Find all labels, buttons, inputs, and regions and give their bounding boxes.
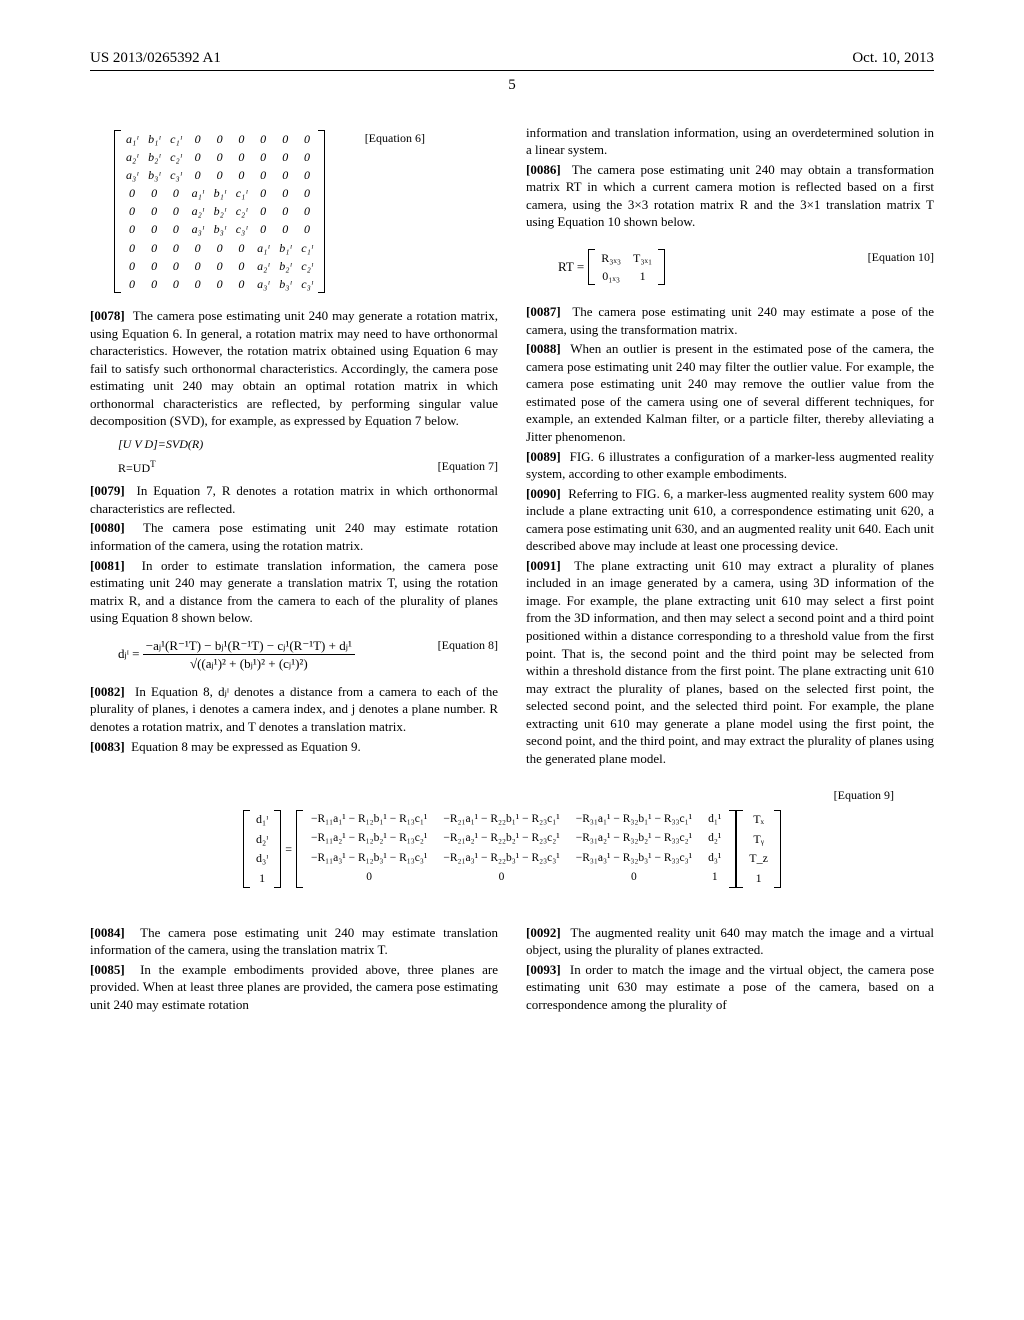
equation-8: dⱼᶦ = −aⱼ¹(R⁻¹T) − bⱼ¹(R⁻¹T) − cⱼ¹(R⁻¹T)… [118, 637, 498, 673]
paragraph-91: [0091] The plane extracting unit 610 may… [526, 557, 934, 768]
patent-page: US 2013/0265392 A1 Oct. 10, 2013 5 a₁ᶦb₁… [0, 0, 1024, 1320]
paragraph-87: [0087] The camera pose estimating unit 2… [526, 303, 934, 338]
equation-9: [Equation 9] d₁ᶦd₂ᶦd₃ᶦ1 = −R₁₁a₁¹ − R₁₂b… [130, 787, 894, 887]
paragraph-79: [0079] In Equation 7, R denotes a rotati… [90, 482, 498, 517]
paragraph-90: [0090] Referring to FIG. 6, a marker-les… [526, 485, 934, 555]
header: US 2013/0265392 A1 Oct. 10, 2013 [90, 48, 934, 71]
para-num: [0078] [90, 308, 125, 323]
paragraph-93: [0093] In order to match the image and t… [526, 961, 934, 1014]
equation-svd: [U V D]=SVD(R) [118, 436, 498, 452]
equation-10-label: [Equation 10] [868, 249, 934, 285]
bottom-left-column: [0084] The camera pose estimating unit 2… [90, 924, 498, 1016]
paragraph-80: [0080] The camera pose estimating unit 2… [90, 519, 498, 554]
paragraph-82: [0082] In Equation 8, dⱼᶦ denotes a dist… [90, 683, 498, 736]
equation-10: RT = R₃ₓ₃T₃ₓ₁ 0₁ₓ₃1 [Equation 10] [554, 249, 934, 285]
paragraph-78: [0078] The camera pose estimating unit 2… [90, 307, 498, 430]
continuation-text: information and translation information,… [526, 124, 934, 159]
two-column-layout: a₁ᶦb₁ᶦc₁ᶦ000000a₂ᶦb₂ᶦc₂ᶦ000000a₃ᶦb₃ᶦc₃ᶦ0… [90, 124, 934, 770]
equation-9-label: [Equation 9] [130, 787, 894, 803]
bottom-columns: [0084] The camera pose estimating unit 2… [90, 924, 934, 1016]
right-column: information and translation information,… [526, 124, 934, 770]
paragraph-85: [0085] In the example embodiments provid… [90, 961, 498, 1014]
paragraph-86: [0086] The camera pose estimating unit 2… [526, 161, 934, 231]
paragraph-83: [0083] Equation 8 may be expressed as Eq… [90, 738, 498, 756]
paragraph-92: [0092] The augmented reality unit 640 ma… [526, 924, 934, 959]
paragraph-81: [0081] In order to estimate translation … [90, 557, 498, 627]
equation-7: R=UDT [Equation 7] [118, 458, 498, 476]
publication-number: US 2013/0265392 A1 [90, 48, 221, 68]
left-column: a₁ᶦb₁ᶦc₁ᶦ000000a₂ᶦb₂ᶦc₂ᶦ000000a₃ᶦb₃ᶦc₃ᶦ0… [90, 124, 498, 770]
paragraph-84: [0084] The camera pose estimating unit 2… [90, 924, 498, 959]
paragraph-89: [0089] FIG. 6 illustrates a configuratio… [526, 448, 934, 483]
publication-date: Oct. 10, 2013 [852, 48, 934, 68]
para-text: The camera pose estimating unit 240 may … [90, 308, 498, 428]
bottom-right-column: [0092] The augmented reality unit 640 ma… [526, 924, 934, 1016]
equation-8-label: [Equation 8] [438, 637, 498, 653]
equation-6-matrix: a₁ᶦb₁ᶦc₁ᶦ000000a₂ᶦb₂ᶦc₂ᶦ000000a₃ᶦb₃ᶦc₃ᶦ0… [114, 130, 498, 294]
paragraph-88: [0088] When an outlier is present in the… [526, 340, 934, 445]
page-number: 5 [90, 75, 934, 95]
equation-7-label: [Equation 7] [438, 458, 498, 474]
equation-6-label: [Equation 6] [365, 130, 425, 146]
